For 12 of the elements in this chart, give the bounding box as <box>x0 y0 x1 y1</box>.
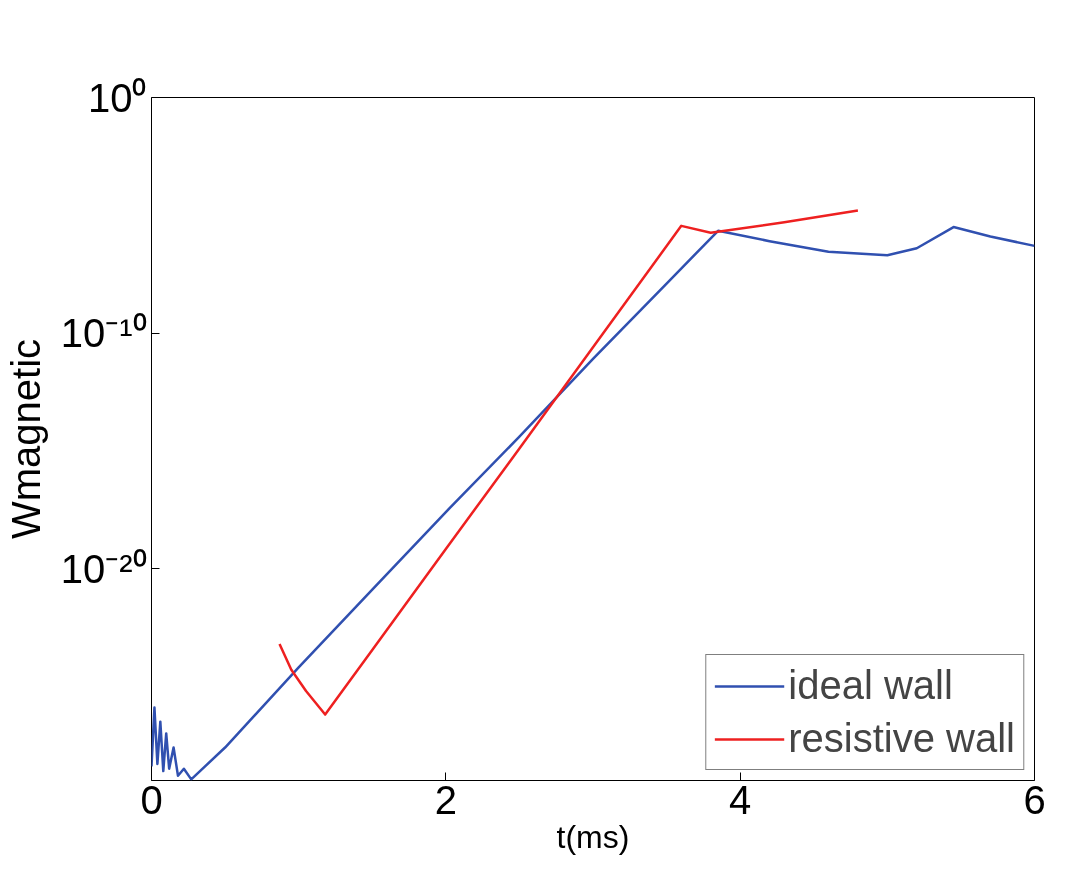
legend-label: resistive wall <box>788 716 1015 761</box>
legend-label: ideal wall <box>788 663 953 708</box>
y-axis-title: Wmagnetic <box>3 338 48 540</box>
y-tick-label: 10⁰ <box>88 75 147 120</box>
line-series <box>151 225 1035 781</box>
x-axis-title: t(ms) <box>556 818 630 855</box>
x-tick-label: 0 <box>140 777 163 822</box>
y-tick-label: 10⁻¹⁰ <box>60 311 147 356</box>
y-tick-label: 10⁻²⁰ <box>60 546 147 591</box>
x-tick-label: 6 <box>1023 777 1046 822</box>
x-tick-label: 4 <box>729 777 752 822</box>
x-tick-label: 2 <box>434 777 457 822</box>
